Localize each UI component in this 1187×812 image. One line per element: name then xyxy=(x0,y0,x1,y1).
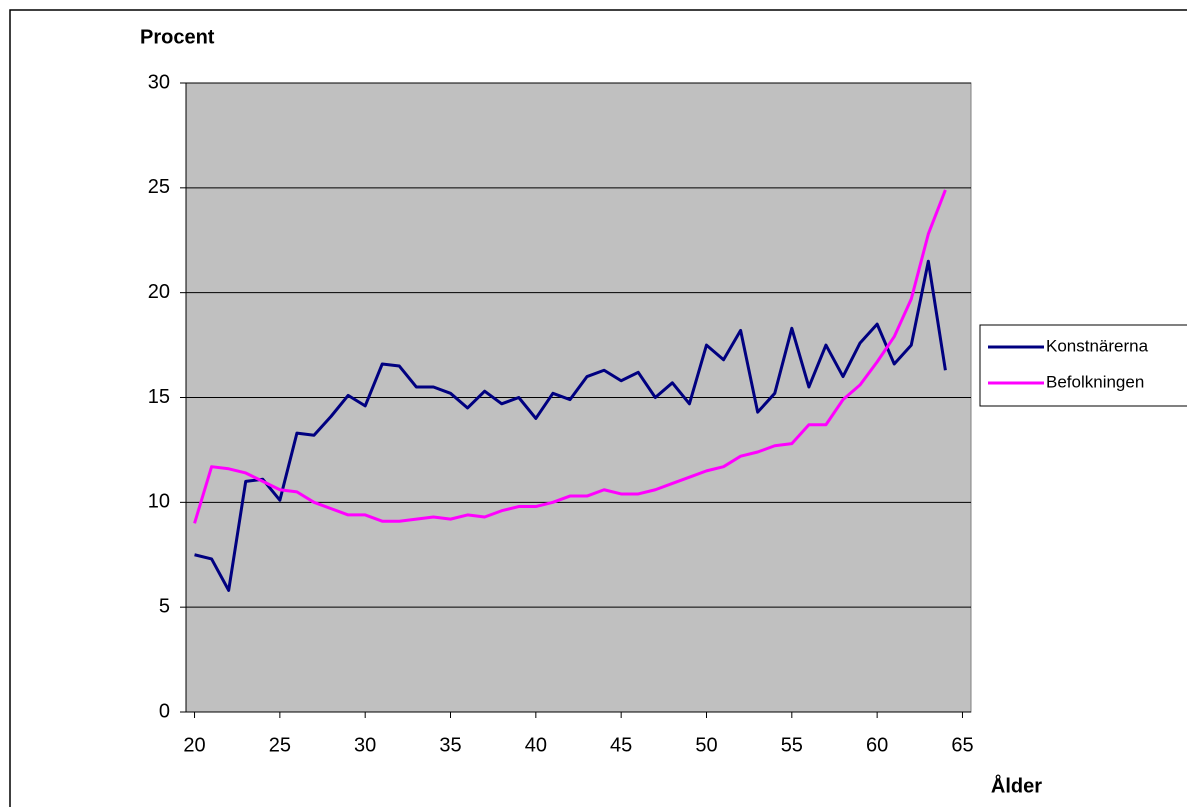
x-tick-label: 40 xyxy=(525,734,547,756)
x-tick-label: 45 xyxy=(610,734,632,756)
y-tick-label: 20 xyxy=(148,281,170,303)
x-tick-label: 55 xyxy=(781,734,803,756)
y-tick-label: 10 xyxy=(148,491,170,513)
data-line xyxy=(193,189,947,524)
y-tick-label: 15 xyxy=(148,386,170,408)
legend-box xyxy=(979,324,1187,407)
y-tick-label: 5 xyxy=(159,595,170,617)
y-tick-label: 25 xyxy=(148,176,170,198)
x-tick-label: 35 xyxy=(439,734,461,756)
x-tick-label: 20 xyxy=(183,734,205,756)
y-tick-label: 0 xyxy=(159,700,170,722)
y-tick-label: 30 xyxy=(148,71,170,93)
x-tick-label: 60 xyxy=(866,734,888,756)
x-tick-label: 65 xyxy=(951,734,973,756)
y-axis-title: Procent xyxy=(140,26,215,48)
legend-label: Befolkningen xyxy=(1046,372,1144,391)
x-tick-label: 30 xyxy=(354,734,376,756)
x-axis-title: Ålder xyxy=(991,773,1042,797)
legend-label: Konstnärerna xyxy=(1046,336,1149,355)
x-tick-label: 50 xyxy=(695,734,717,756)
x-tick-label: 25 xyxy=(269,734,291,756)
data-line xyxy=(194,259,947,592)
